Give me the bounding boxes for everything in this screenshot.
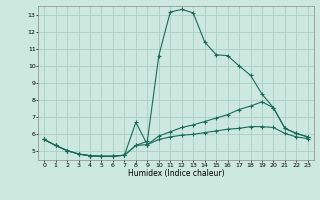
X-axis label: Humidex (Indice chaleur): Humidex (Indice chaleur)	[128, 169, 224, 178]
